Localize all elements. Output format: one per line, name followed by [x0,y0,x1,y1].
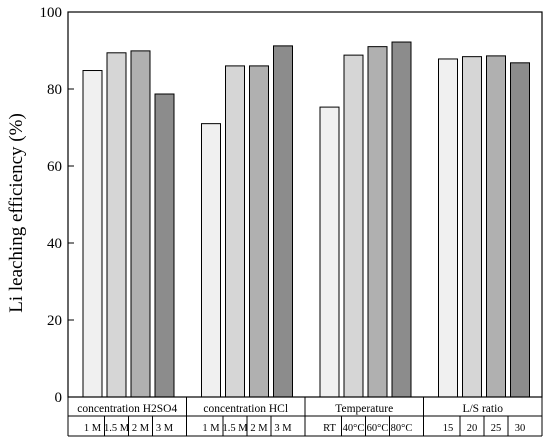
category-label: 3 M [274,423,292,434]
y-tick-label: 40 [47,236,62,252]
bar [391,41,412,398]
category-label: 2 M [132,423,150,434]
bar [130,50,151,398]
bar [106,52,127,398]
y-tick-label: 100 [40,5,63,21]
category-label: 60°C [367,423,389,434]
group-label: concentration H2SO4 [77,403,177,415]
category-label: 1 M [84,423,102,434]
y-axis-ticks: 0 20 40 60 80 100 [40,5,74,406]
y-tick-label: 20 [47,313,62,329]
category-label: 1 M [202,423,220,434]
bar [367,46,388,398]
category-label: RT [323,423,336,434]
y-axis-label: Li leaching efficiency (%) [6,113,27,313]
category-label: 80°C [391,423,413,434]
group-label: Temperature [335,403,393,415]
category-label: 15 [443,423,454,434]
bar [82,70,103,398]
bar [438,58,458,398]
bar [154,93,175,398]
bar [225,65,245,398]
bar [319,106,340,398]
category-label: 40°C [343,423,365,434]
category-label: 1.5 M [222,423,248,434]
bar [249,65,269,398]
bar [462,56,482,398]
bars [82,41,530,398]
category-label: 25 [491,423,502,434]
category-label: 20 [467,423,478,434]
group-label: L/S ratio [462,403,503,415]
category-label: 2 M [250,423,268,434]
plot-frame [67,11,543,398]
group-label: concentration HCl [203,403,288,415]
y-tick-label: 60 [47,159,62,175]
bar [273,45,293,398]
y-tick-label: 0 [55,390,63,406]
bar [201,123,221,398]
bar [510,62,530,398]
bar [486,55,506,398]
bar [343,54,364,398]
category-label: 3 M [156,423,174,434]
y-tick-label: 80 [47,82,62,98]
category-label: 30 [515,423,526,434]
category-label: 1.5 M [104,423,130,434]
